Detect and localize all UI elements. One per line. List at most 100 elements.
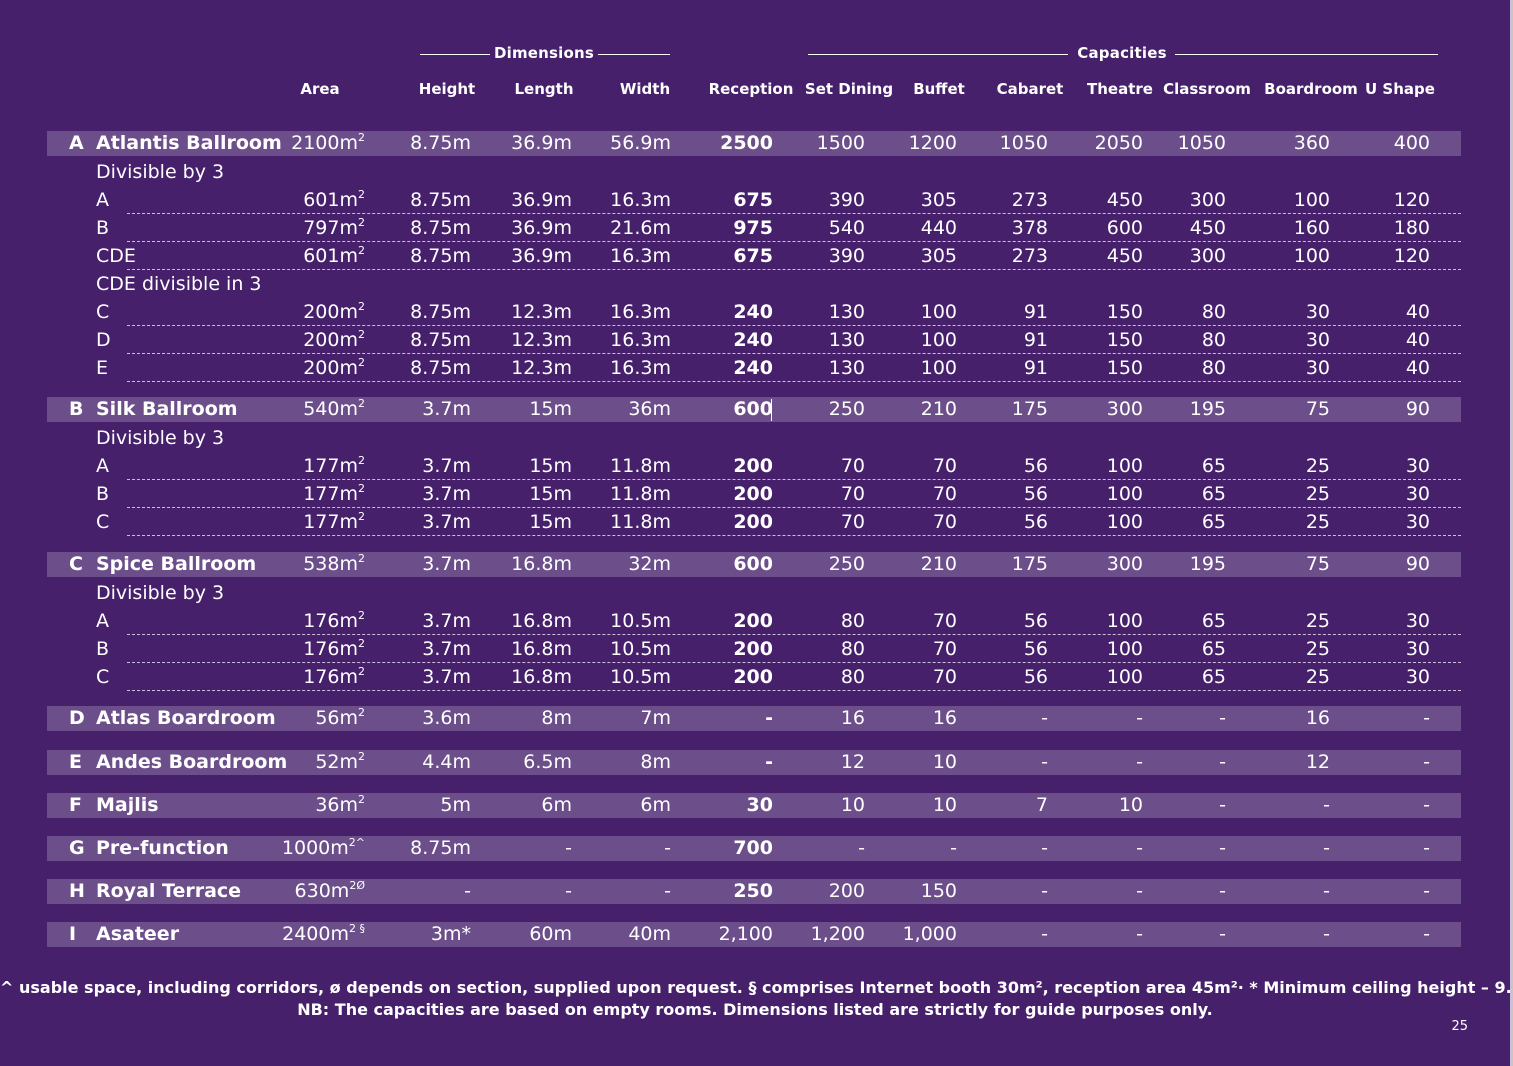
width-cell: 10.5m [610, 666, 671, 688]
area-superscript: 2 [358, 397, 365, 410]
room-name: Silk Ballroom [96, 398, 238, 420]
classroom-cell: - [1219, 794, 1226, 816]
area-value: 176m [303, 666, 358, 688]
area-superscript: 2 [358, 482, 365, 495]
area-cell: 2100m2 [291, 131, 365, 156]
set-dining-cell: 130 [828, 357, 865, 379]
length-cell: 36.9m [511, 189, 572, 211]
theatre-cell: 100 [1106, 610, 1143, 632]
area-superscript: 2 [358, 706, 365, 719]
height-cell: 8.75m [410, 132, 471, 154]
classroom-cell: - [1219, 880, 1226, 902]
cabaret-cell: 175 [1011, 553, 1048, 575]
buffet-cell: 10 [932, 794, 957, 816]
area-value: 540m [303, 398, 358, 420]
area-superscript: 2 § [349, 922, 365, 935]
boardroom-cell: 30 [1305, 357, 1330, 379]
reception-cell: 975 [733, 217, 773, 239]
buffet-cell: 1200 [908, 132, 957, 154]
buffet-cell: 70 [932, 455, 957, 477]
area-superscript: 2 [358, 244, 365, 257]
classroom-cell: 65 [1201, 455, 1226, 477]
venue-row: G Pre-function 1000m2^ 8.75m - - 700 - - - - - - - [47, 836, 1461, 861]
height-cell: 4.4m [422, 751, 471, 773]
length-cell: 60m [529, 923, 572, 945]
theatre-cell: 150 [1106, 329, 1143, 351]
set-dining-cell: 70 [840, 455, 865, 477]
length-cell: - [565, 880, 572, 902]
set-dining-cell: 200 [828, 880, 865, 902]
boardroom-cell: - [1323, 837, 1330, 859]
page-edge [1510, 0, 1513, 1066]
width-cell: 16.3m [610, 329, 671, 351]
cabaret-cell: 91 [1023, 301, 1048, 323]
room-name: A [96, 610, 109, 632]
area-cell: 200m2 [303, 299, 365, 325]
classroom-cell: 65 [1201, 638, 1226, 660]
width-cell: 56.9m [610, 132, 671, 154]
room-name: Atlas Boardroom [96, 707, 276, 729]
length-header: Length [514, 80, 574, 98]
boardroom-cell: 25 [1305, 610, 1330, 632]
set-dining-cell: 390 [828, 189, 865, 211]
theatre-cell: 10 [1118, 794, 1143, 816]
u-shape-cell: 400 [1393, 132, 1430, 154]
cabaret-header: Cabaret [996, 80, 1064, 98]
u-shape-cell: 90 [1405, 553, 1430, 575]
height-cell: 3.7m [422, 483, 471, 505]
sub-room-row: D 200m2 8.75m 12.3m 16.3m 240 130 100 91 150 80 30 4… [47, 327, 1461, 354]
area-value: 601m [303, 189, 358, 211]
length-cell: 15m [529, 398, 572, 420]
u-shape-cell: - [1423, 707, 1430, 729]
area-superscript: 2 [358, 454, 365, 467]
boardroom-cell: 30 [1305, 301, 1330, 323]
buffet-cell: 70 [932, 511, 957, 533]
area-superscript: 2 [358, 665, 365, 678]
theatre-cell: 300 [1106, 398, 1143, 420]
room-name: Pre-function [96, 837, 229, 859]
reception-cell: - [765, 751, 773, 773]
cabaret-cell: 378 [1011, 217, 1048, 239]
buffet-cell: 70 [932, 638, 957, 660]
width-cell: 11.8m [610, 483, 671, 505]
sub-room-row: E 200m2 8.75m 12.3m 16.3m 240 130 100 91 150 80 30 4… [47, 355, 1461, 382]
area-value: 36m [315, 794, 358, 816]
set-dining-cell: 12 [840, 751, 865, 773]
sub-room-row: Divisible by 3 [47, 580, 1461, 606]
area-cell: 797m2 [303, 215, 365, 241]
buffet-cell: 100 [920, 357, 957, 379]
room-name: B [96, 638, 110, 660]
area-cell: 601m2 [303, 187, 365, 213]
theatre-cell: - [1136, 707, 1143, 729]
width-cell: 16.3m [610, 189, 671, 211]
width-cell: 11.8m [610, 511, 671, 533]
area-superscript: 2^ [348, 836, 365, 849]
cabaret-cell: - [1041, 707, 1048, 729]
sub-room-row: CDE divisible in 3 [47, 271, 1461, 297]
height-cell: - [464, 880, 471, 902]
boardroom-cell: 25 [1305, 638, 1330, 660]
sub-room-row: C 200m2 8.75m 12.3m 16.3m 240 130 100 91 150 80 30 4… [47, 299, 1461, 326]
theatre-cell: 150 [1106, 301, 1143, 323]
classroom-cell: 450 [1189, 217, 1226, 239]
cabaret-cell: 91 [1023, 357, 1048, 379]
area-value: 2100m [291, 132, 358, 154]
u-shape-cell: 30 [1405, 666, 1430, 688]
sub-room-row: B 176m2 3.7m 16.8m 10.5m 200 80 70 56 100 65 25 30 [47, 636, 1461, 663]
area-value: 177m [303, 511, 358, 533]
length-cell: 6m [541, 794, 572, 816]
sub-room-row: A 601m2 8.75m 36.9m 16.3m 675 390 305 273 450 300 1… [47, 187, 1461, 214]
sub-room-row: Divisible by 3 [47, 159, 1461, 185]
boardroom-cell: - [1323, 880, 1330, 902]
width-cell: 32m [628, 553, 671, 575]
cabaret-cell: - [1041, 923, 1048, 945]
height-cell: 8.75m [410, 329, 471, 351]
buffet-cell: 150 [920, 880, 957, 902]
length-cell: 16.8m [511, 638, 572, 660]
dimensions-group-label: Dimensions [420, 44, 670, 64]
area-superscript: 2 [358, 131, 365, 144]
area-cell: 630m2Ø [295, 879, 365, 904]
area-cell: 177m2 [303, 509, 365, 535]
buffet-cell: 210 [920, 553, 957, 575]
length-cell: 36.9m [511, 245, 572, 267]
